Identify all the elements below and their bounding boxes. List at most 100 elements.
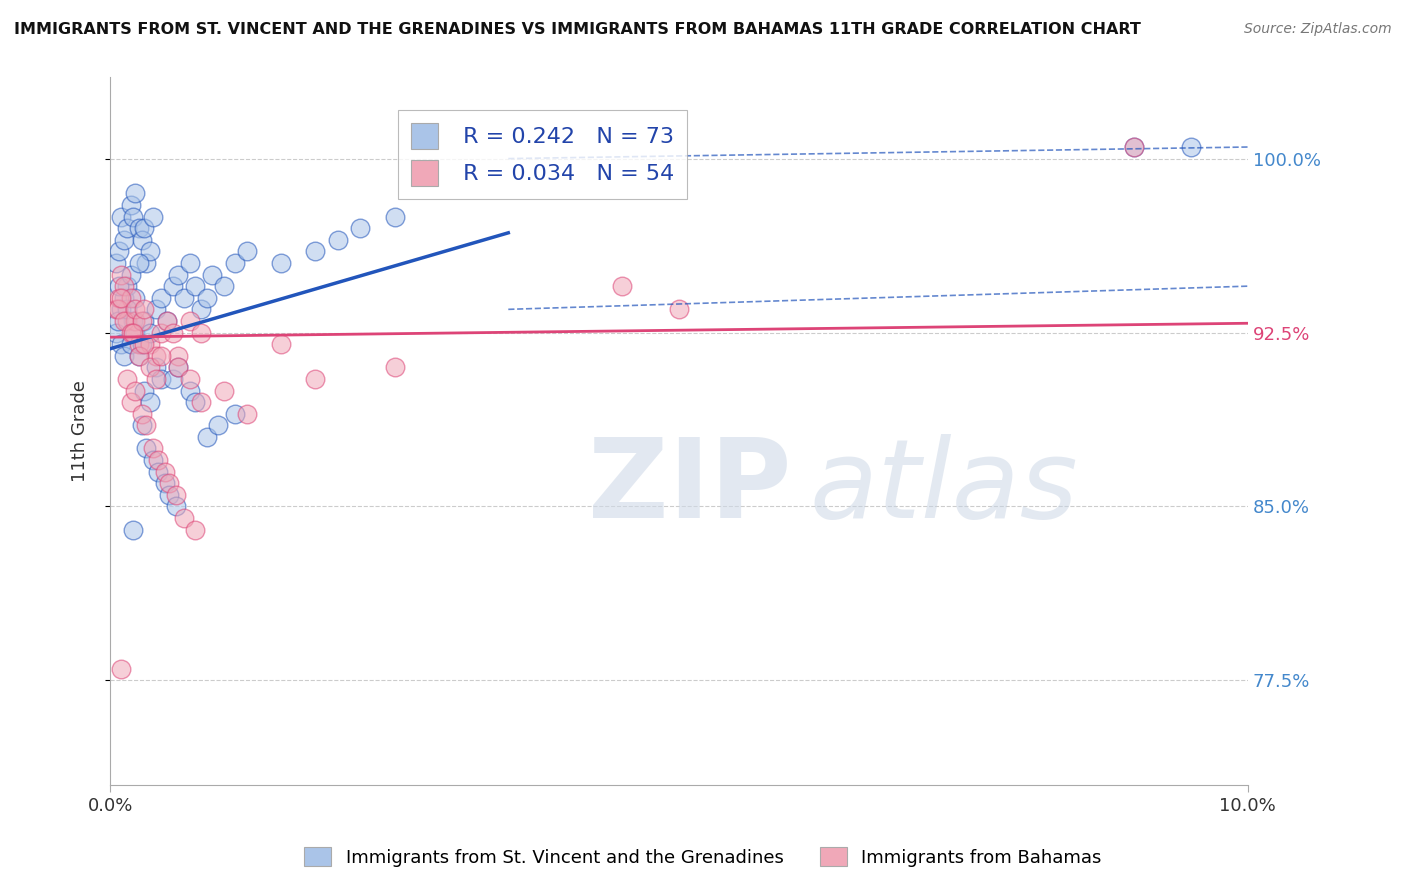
Point [121,314,143,328]
Point [212,279,235,293]
Point [167,360,190,375]
Legend: Immigrants from St. Vincent and the Grenadines, Immigrants from Bahamas: Immigrants from St. Vincent and the Gren… [297,840,1109,874]
Point [224,256,246,270]
Point [124,384,146,398]
Point [165,500,187,514]
Point [107,314,129,328]
Point [668,302,690,317]
Point [121,326,143,340]
Point [207,418,229,433]
Point [224,407,246,421]
Point [173,291,195,305]
Point [173,511,195,525]
Point [384,360,406,375]
Point [128,221,150,235]
Point [179,256,201,270]
Point [128,256,150,270]
Point [134,221,156,235]
Point [150,372,173,386]
Point [179,384,201,398]
Point [304,372,326,386]
Point [115,302,138,317]
Point [104,302,127,317]
Point [153,465,176,479]
Point [184,279,207,293]
Point [156,314,179,328]
Point [115,279,138,293]
Point [128,349,150,363]
Point [120,337,142,351]
Point [108,279,131,293]
Point [610,279,633,293]
Point [134,302,156,317]
Point [120,395,142,409]
Point [108,244,131,259]
Point [108,291,131,305]
Point [162,279,184,293]
Point [124,314,146,328]
Legend:  R = 0.242   N = 73,  R = 0.034   N = 54: R = 0.242 N = 73, R = 0.034 N = 54 [398,110,688,199]
Point [131,407,153,421]
Point [120,326,142,340]
Point [167,349,190,363]
Point [157,476,180,491]
Point [167,268,190,282]
Point [110,662,132,676]
Point [142,210,165,224]
Text: IMMIGRANTS FROM ST. VINCENT AND THE GRENADINES VS IMMIGRANTS FROM BAHAMAS 11TH G: IMMIGRANTS FROM ST. VINCENT AND THE GREN… [14,22,1140,37]
Point [304,244,326,259]
Point [145,302,167,317]
Point [135,256,157,270]
Point [134,337,156,351]
Point [235,244,257,259]
Point [128,337,150,351]
Point [139,244,162,259]
Point [145,349,167,363]
Point [165,488,187,502]
Point [134,384,156,398]
Point [139,337,162,351]
Point [110,291,132,305]
Point [349,221,371,235]
Point [1123,140,1146,154]
Point [131,314,153,328]
Point [139,395,162,409]
Point [326,233,349,247]
Point [128,349,150,363]
Point [110,337,132,351]
Point [384,210,406,224]
Point [104,256,127,270]
Point [157,488,180,502]
Point [115,314,138,328]
Point [121,523,143,537]
Point [124,302,146,317]
Point [270,337,292,351]
Point [131,418,153,433]
Point [270,256,292,270]
Point [195,291,218,305]
Point [162,372,184,386]
Point [179,372,201,386]
Point [135,442,157,456]
Point [112,314,135,328]
Point [1123,140,1146,154]
Point [150,349,173,363]
Point [112,291,135,305]
Point [131,233,153,247]
Point [112,279,135,293]
Point [135,418,157,433]
Point [115,221,138,235]
Point [112,233,135,247]
Point [110,302,132,317]
Point [121,326,143,340]
Point [179,314,201,328]
Point [107,302,129,317]
Point [110,268,132,282]
Point [146,465,169,479]
Point [190,326,212,340]
Point [120,291,142,305]
Point [201,268,224,282]
Y-axis label: 11th Grade: 11th Grade [72,380,89,482]
Point [190,302,212,317]
Point [195,430,218,444]
